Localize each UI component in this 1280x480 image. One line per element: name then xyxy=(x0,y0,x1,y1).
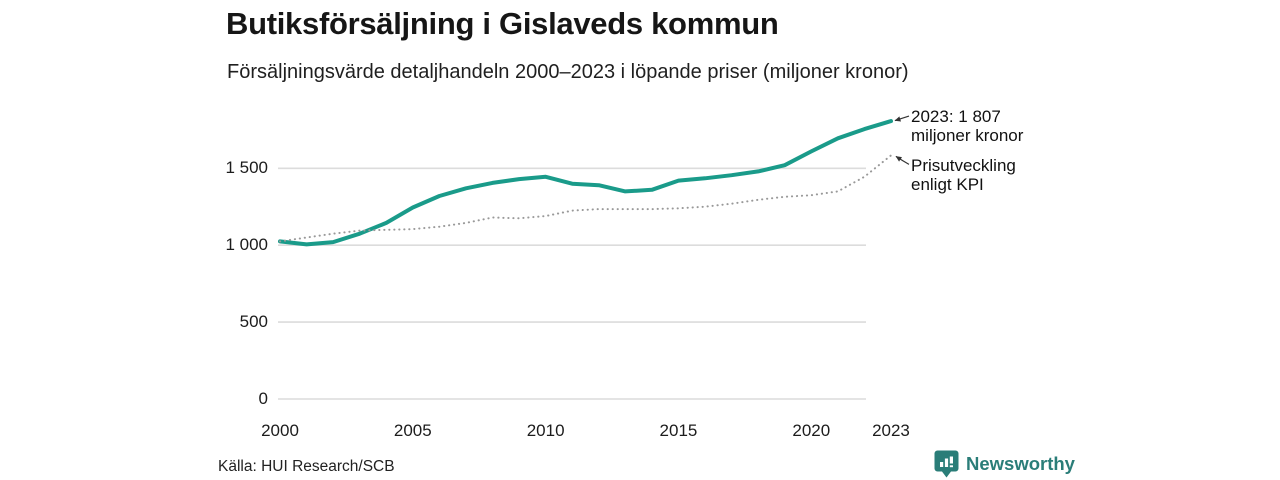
y-axis-tick-label: 1 500 xyxy=(225,158,268,178)
annotation-line: 2023: 1 807 xyxy=(911,107,1001,127)
x-axis-tick-label: 2015 xyxy=(659,421,698,440)
newsworthy-chart-pin-icon xyxy=(934,450,959,478)
newsworthy-wordmark: Newsworthy xyxy=(966,453,1075,474)
newsworthy-logo: Newsworthy xyxy=(934,450,1075,478)
x-axis-tick-label: 2023 xyxy=(872,421,910,440)
y-axis-tick-label: 1 000 xyxy=(225,235,268,255)
y-axis-tick-label: 0 xyxy=(258,389,268,408)
source-note: Källa: HUI Research/SCB xyxy=(218,458,395,475)
annotation-arrows xyxy=(894,115,910,165)
x-axis-tick-label: 2000 xyxy=(261,421,299,440)
data-series xyxy=(278,119,893,247)
chart-subtitle: Försäljningsvärde detaljhandeln 2000–202… xyxy=(227,61,909,83)
gridlines xyxy=(278,167,866,400)
series-annotation: Prisutveckling enligt KPI xyxy=(911,156,1016,194)
x-axis-tick-label: 2020 xyxy=(792,421,831,440)
x-axis-tick-label: 2010 xyxy=(526,421,565,440)
annotation-line: Prisutveckling xyxy=(911,156,1016,176)
x-axis-tick-label: 2005 xyxy=(393,421,432,440)
annotation-line: enligt KPI xyxy=(911,175,984,195)
annotation-line: miljoner kronor xyxy=(911,126,1024,146)
y-axis-tick-label: 500 xyxy=(239,312,268,332)
page-title: Butiksförsäljning i Gislaveds kommun xyxy=(226,6,779,41)
series-annotation: 2023: 1 807 miljoner kronor xyxy=(911,107,1023,145)
